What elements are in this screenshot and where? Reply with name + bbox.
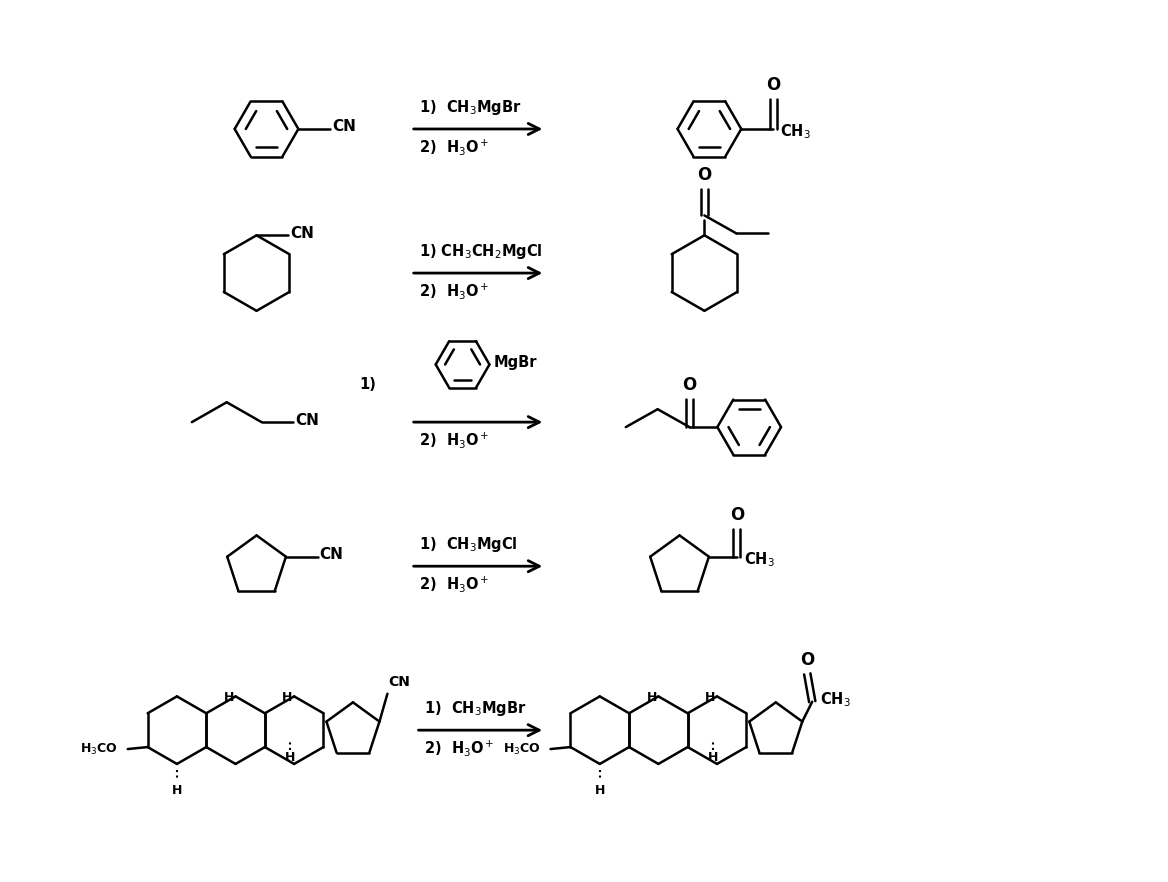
Text: CH$_3$: CH$_3$ xyxy=(820,691,851,709)
Text: O: O xyxy=(730,506,744,524)
Text: CN: CN xyxy=(291,226,314,241)
Text: H$_3$CO: H$_3$CO xyxy=(81,742,118,757)
Text: H: H xyxy=(705,691,716,704)
Text: 1): 1) xyxy=(359,377,376,392)
Text: CN: CN xyxy=(296,413,319,428)
Text: H: H xyxy=(172,784,182,796)
Text: 1)  CH$_3$MgCl: 1) CH$_3$MgCl xyxy=(419,534,517,554)
Text: 1)  CH$_3$MgBr: 1) CH$_3$MgBr xyxy=(419,98,521,116)
Text: 1) CH$_3$CH$_2$MgCl: 1) CH$_3$CH$_2$MgCl xyxy=(419,242,542,261)
Text: MgBr: MgBr xyxy=(493,355,537,370)
Text: 2)  H$_3$O$^+$: 2) H$_3$O$^+$ xyxy=(419,137,489,157)
Text: CN: CN xyxy=(332,119,356,134)
Text: 1)  CH$_3$MgBr: 1) CH$_3$MgBr xyxy=(424,699,526,718)
Text: CH$_3$: CH$_3$ xyxy=(744,550,774,569)
Text: 2)  H$_3$O$^+$: 2) H$_3$O$^+$ xyxy=(419,574,489,594)
Text: 2)  H$_3$O$^+$: 2) H$_3$O$^+$ xyxy=(424,738,494,758)
Text: CH$_3$: CH$_3$ xyxy=(780,123,811,141)
Text: O: O xyxy=(766,76,780,94)
Text: O: O xyxy=(800,651,814,669)
Text: H: H xyxy=(285,751,296,764)
Text: O: O xyxy=(682,377,696,394)
Text: 2)  H$_3$O$^+$: 2) H$_3$O$^+$ xyxy=(419,281,489,301)
Text: CN: CN xyxy=(320,547,343,562)
Text: H: H xyxy=(595,784,605,796)
Text: H$_3$CO: H$_3$CO xyxy=(503,742,541,757)
Text: O: O xyxy=(697,166,711,183)
Text: H: H xyxy=(283,691,293,704)
Text: H: H xyxy=(646,691,656,704)
Text: H: H xyxy=(223,691,234,704)
Text: H: H xyxy=(708,751,718,764)
Text: 2)  H$_3$O$^+$: 2) H$_3$O$^+$ xyxy=(419,430,489,450)
Text: CN: CN xyxy=(389,675,410,689)
